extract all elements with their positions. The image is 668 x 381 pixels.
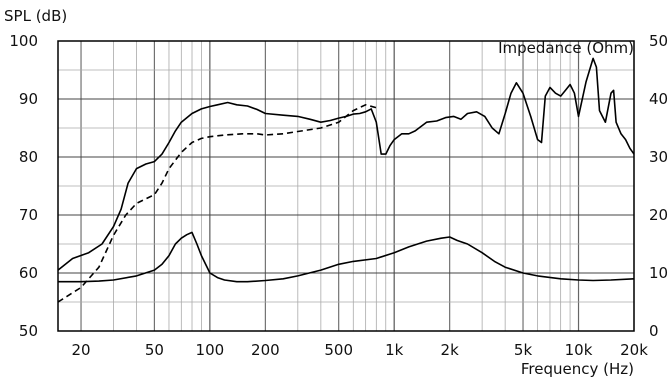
spl-solid-series-line	[57, 57, 635, 271]
spl-dashed-series-line	[57, 104, 377, 303]
x-tick-label: 200	[251, 341, 280, 359]
y-tick-label: 100	[9, 32, 38, 50]
x-tick-label: 20k	[620, 341, 648, 359]
y-tick-label: 70	[19, 206, 38, 224]
x-tick-labels: 20 50 100 200 500 1k 2k 5k 10k 20k	[71, 341, 648, 359]
x-tick-label: 500	[324, 341, 353, 359]
x-axis-label: Frequency (Hz)	[521, 360, 634, 378]
x-tick-label: 20	[71, 341, 90, 359]
y-tick-label: 50	[19, 322, 38, 340]
y-tick-labels: 50 60 70 80 90 100	[9, 32, 38, 340]
x-tick-label: 2k	[441, 341, 460, 359]
y2-tick-label: 10	[649, 264, 668, 282]
y2-tick-label: 0	[649, 322, 659, 340]
y-tick-label: 90	[19, 90, 38, 108]
plot-frame	[57, 40, 635, 332]
x-tick-label: 5k	[514, 341, 533, 359]
y2-tick-label: 20	[649, 206, 668, 224]
y-axis-label: SPL (dB)	[4, 7, 67, 25]
series-layer	[57, 57, 635, 303]
grid	[58, 40, 635, 332]
x-tick-label: 1k	[385, 341, 404, 359]
y2-tick-labels: 0 10 20 30 40 50	[649, 32, 668, 340]
y2-tick-label: 50	[649, 32, 668, 50]
y2-axis-label: Impedance (Ohm)	[498, 39, 634, 57]
impedance-series-line	[58, 231, 635, 283]
y2-tick-label: 40	[649, 90, 668, 108]
y-tick-label: 80	[19, 148, 38, 166]
x-tick-label: 10k	[565, 341, 593, 359]
y-tick-label: 60	[19, 264, 38, 282]
y2-tick-label: 30	[649, 148, 668, 166]
x-tick-label: 50	[145, 341, 164, 359]
x-tick-label: 100	[196, 341, 225, 359]
